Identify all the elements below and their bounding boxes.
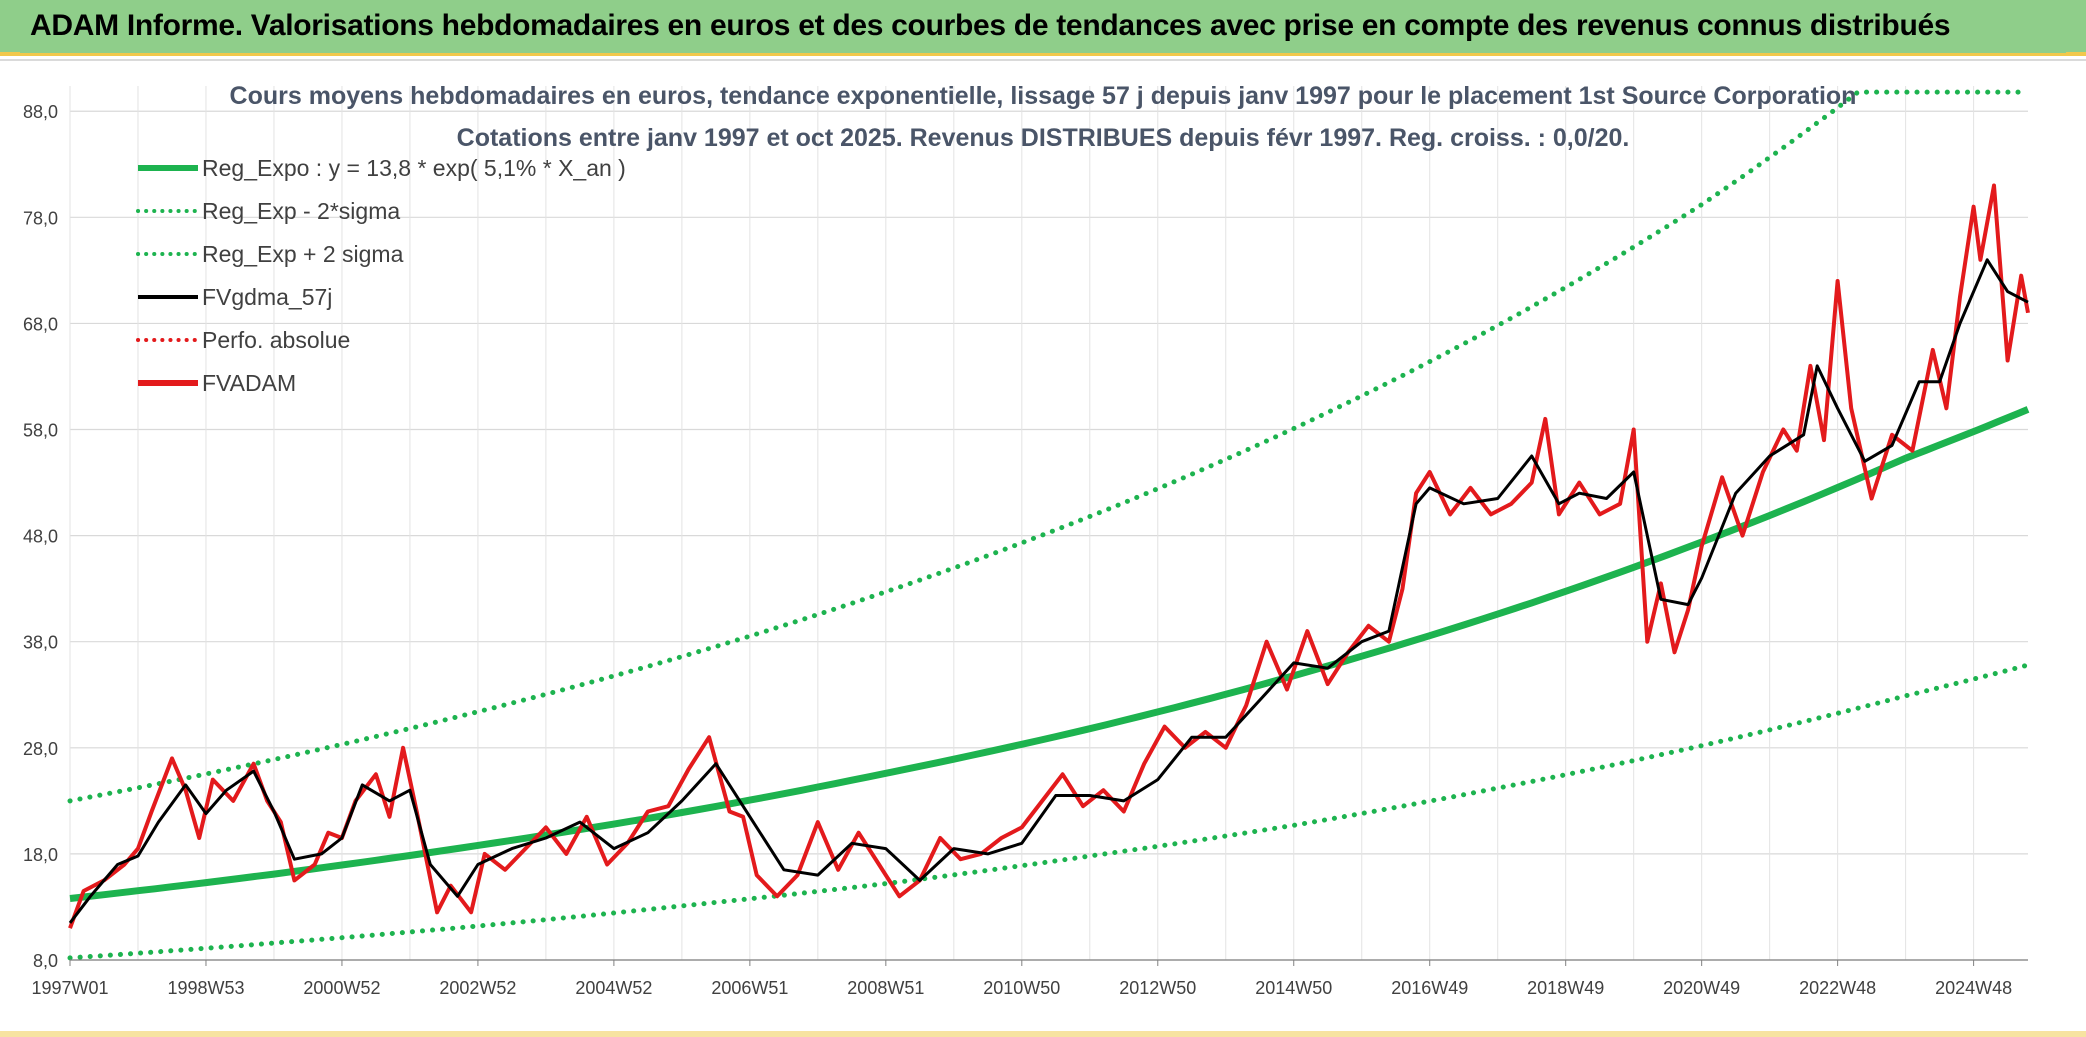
x-tick-label: 2008W51 (847, 978, 924, 998)
x-tick-label: 2002W52 (439, 978, 516, 998)
chart-title: Cours moyens hebdomadaires en euros, ten… (230, 82, 1857, 110)
x-tick-label: 2016W49 (1391, 978, 1468, 998)
series-fvgdma-57j (68, 258, 2029, 924)
legend-label: FVgdma_57j (202, 284, 332, 310)
x-tick-label: 2014W50 (1255, 978, 1332, 998)
x-tick-label: 2018W49 (1527, 978, 1604, 998)
y-tick-label: 68,0 (23, 314, 58, 334)
legend-item-reg-exp-plus: Reg_Exp + 2 sigma (136, 241, 404, 267)
x-tick-label: 1998W53 (167, 978, 244, 998)
legend-item-perfo-absolue: Perfo. absolue (136, 327, 350, 353)
trend-chart: Cours moyens hebdomadaires en euros, ten… (0, 56, 2086, 1031)
legend-item-fvgdma: FVgdma_57j (138, 284, 332, 310)
report-banner: ADAM Informe. Valorisations hebdomadaire… (0, 0, 2086, 56)
legend-item-reg-exp-minus: Reg_Exp - 2*sigma (136, 198, 400, 224)
bottom-strip (0, 1031, 2086, 1037)
series-reg-expo (69, 406, 2030, 902)
axis-layer: 8,0 18,0 28,0 38,0 48,0 58,0 68,0 78,0 88,0 1997W… (23, 102, 2028, 998)
series-layer (67, 89, 2031, 961)
y-tick-label: 48,0 (23, 527, 58, 547)
y-tick-label: 38,0 (23, 633, 58, 653)
x-tick-label: 1997W01 (31, 978, 108, 998)
x-tick-label: 2000W52 (303, 978, 380, 998)
x-tick-label: 2012W50 (1119, 978, 1196, 998)
series-reg-exp-minus-2sigma (67, 662, 2031, 961)
y-tick-label: 88,0 (23, 102, 58, 122)
series-reg-exp-plus-2sigma (67, 89, 2031, 804)
y-tick-label: 28,0 (23, 739, 58, 759)
x-tick-label: 2020W49 (1663, 978, 1740, 998)
x-tick-label: 2022W48 (1799, 978, 1876, 998)
legend-label: FVADAM (202, 370, 296, 396)
legend-item-fvadam: FVADAM (138, 370, 296, 396)
report-title: ADAM Informe. Valorisations hebdomadaire… (30, 9, 1951, 42)
x-tick-label: 2006W51 (711, 978, 788, 998)
legend-label: Reg_Expo : y = 13,8 * exp( 5,1% * X_an ) (202, 155, 626, 181)
legend-label: Reg_Exp + 2 sigma (202, 241, 404, 267)
y-tick-label: 78,0 (23, 208, 58, 228)
chart-legend: Reg_Expo : y = 13,8 * exp( 5,1% * X_an )… (136, 155, 626, 396)
legend-label: Perfo. absolue (202, 327, 350, 353)
chart-background (0, 56, 2086, 1031)
y-tick-label: 58,0 (23, 421, 58, 441)
legend-item-reg-expo: Reg_Expo : y = 13,8 * exp( 5,1% * X_an ) (138, 155, 626, 181)
chart-subtitle: Cotations entre janv 1997 et oct 2025. R… (457, 124, 1630, 152)
x-tick-label: 2024W48 (1935, 978, 2012, 998)
x-tick-label: 2010W50 (983, 978, 1060, 998)
x-tick-label: 2004W52 (575, 978, 652, 998)
y-tick-label: 18,0 (23, 845, 58, 865)
y-tick-label: 8,0 (33, 951, 58, 971)
legend-label: Reg_Exp - 2*sigma (202, 198, 400, 224)
